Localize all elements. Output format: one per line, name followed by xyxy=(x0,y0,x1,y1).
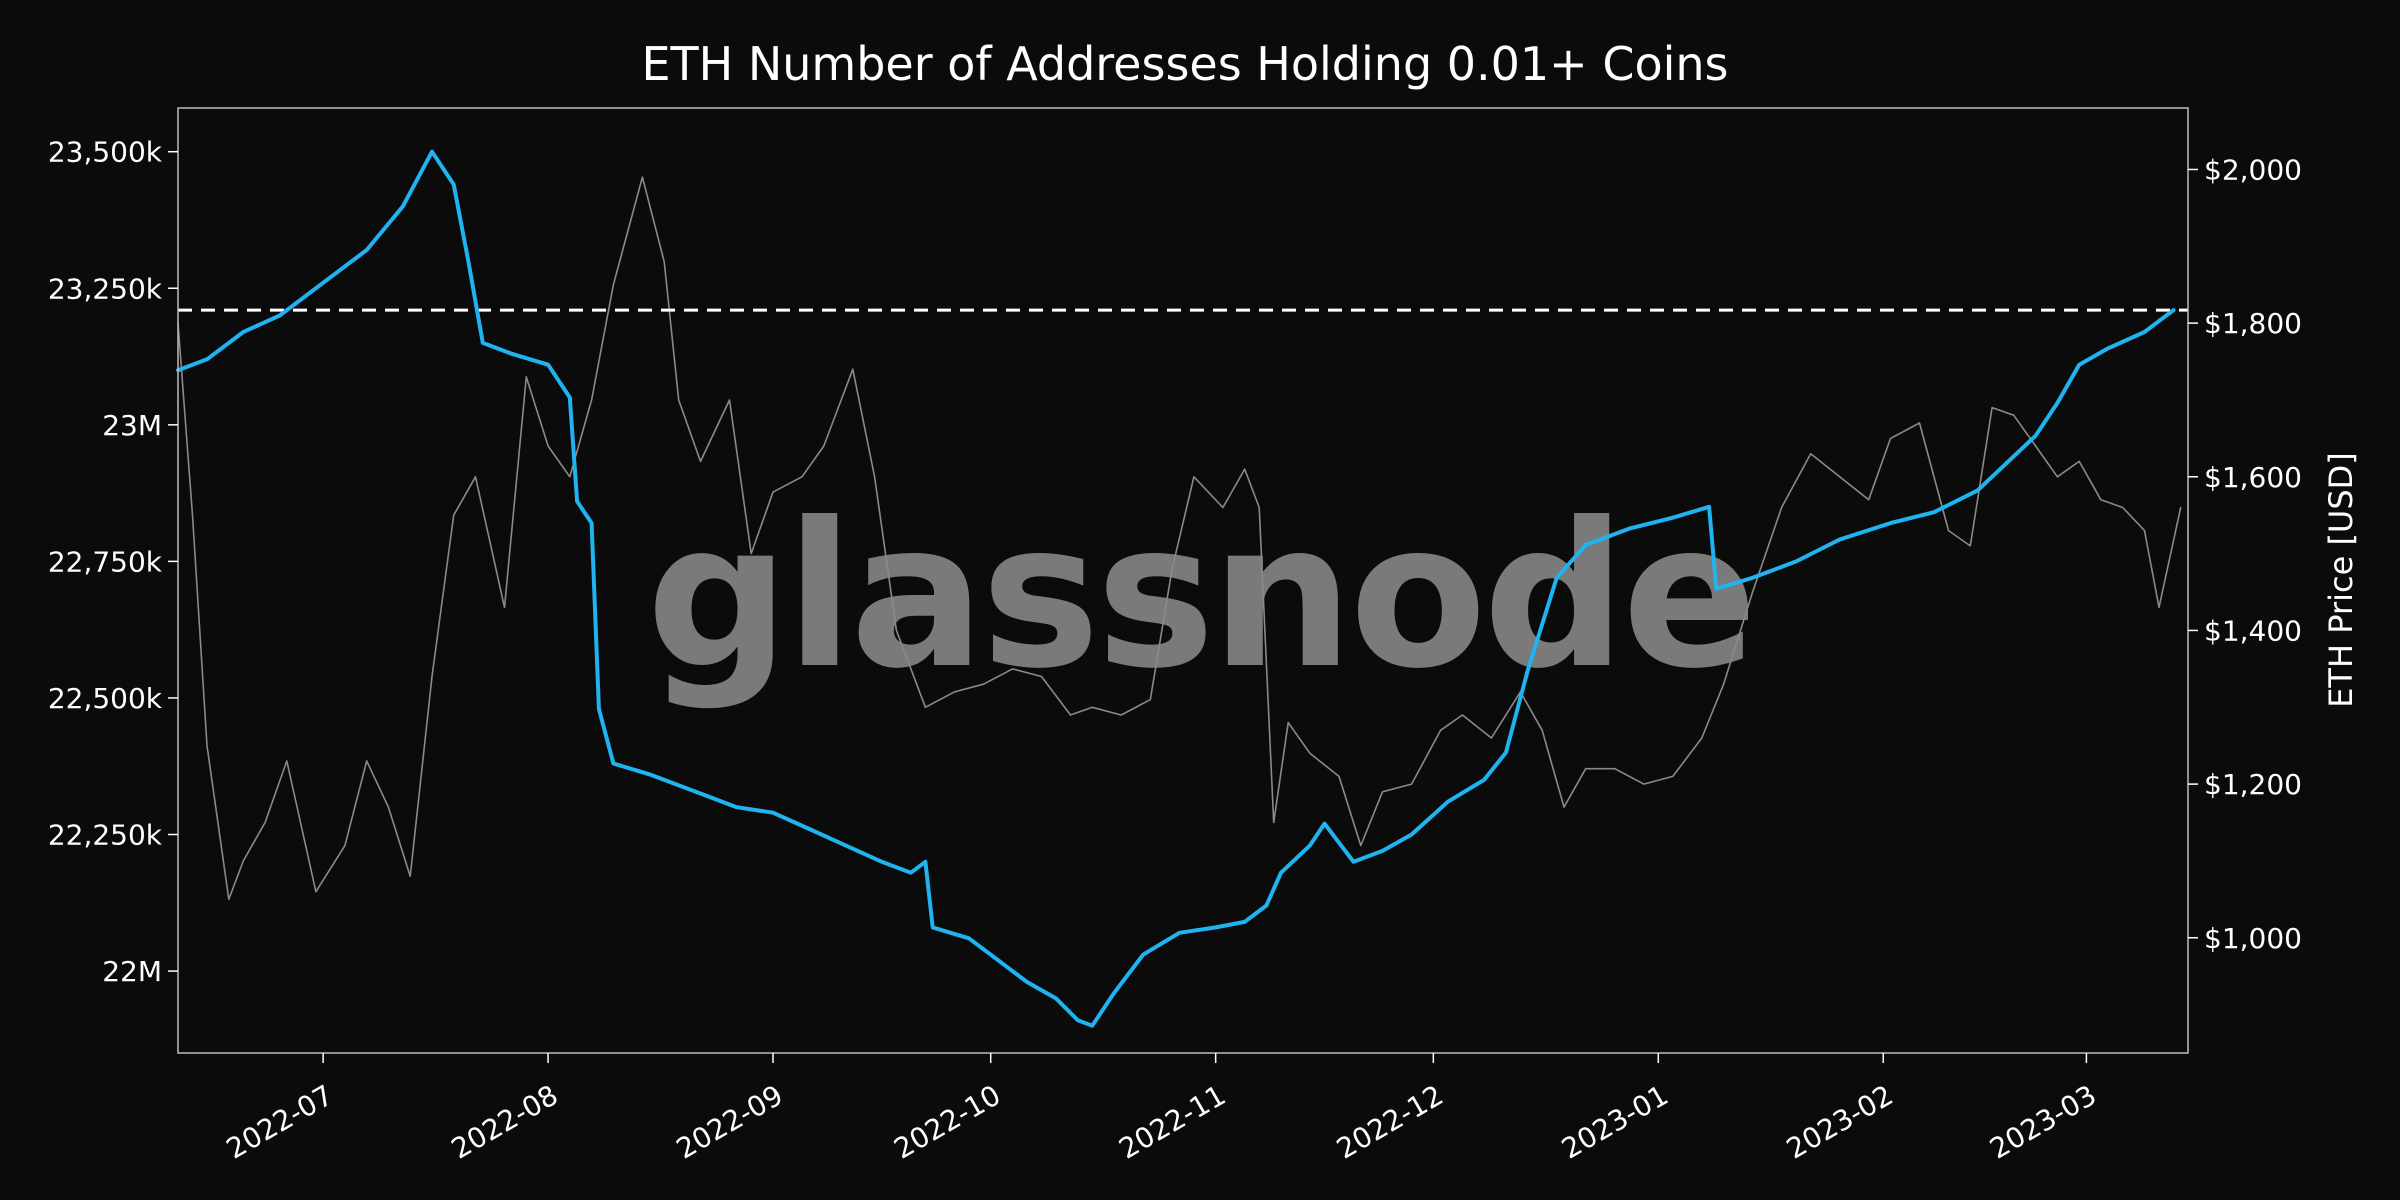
left-tick-label: 22,500k xyxy=(48,682,163,715)
left-tick-label: 22,250k xyxy=(48,819,163,852)
left-tick-label: 23M xyxy=(102,409,162,442)
right-tick-label: $1,800 xyxy=(2204,307,2302,340)
left-tick-label: 23,500k xyxy=(48,136,163,169)
right-axis-label: ETH Price [USD] xyxy=(2322,452,2360,708)
left-tick-label: 22,750k xyxy=(48,545,163,578)
plot-frame xyxy=(177,107,2189,1054)
right-tick-label: $1,400 xyxy=(2204,614,2302,647)
right-tick-label: $2,000 xyxy=(2204,153,2302,186)
price-series xyxy=(177,176,2182,901)
left-tick-label: 22M xyxy=(102,955,162,988)
watermark: glassnode xyxy=(646,480,1753,713)
left-axis: 22M 22,250k 22,500k 22,750k 23M 23,250k 23,500… xyxy=(48,136,178,988)
chart-title: ETH Number of Addresses Holding 0.01+ Co… xyxy=(641,37,1728,91)
price-line xyxy=(177,176,2182,901)
right-axis: $1,000 $1,200 $1,400 $1,600 $1,800 $2,000 xyxy=(2188,153,2302,955)
addresses-series xyxy=(176,149,2176,1028)
addresses-line xyxy=(176,149,2176,1028)
right-tick-label: $1,200 xyxy=(2204,768,2302,801)
right-tick-label: $1,600 xyxy=(2204,461,2302,494)
left-tick-label: 23,250k xyxy=(48,272,163,305)
right-tick-label: $1,000 xyxy=(2204,922,2302,955)
